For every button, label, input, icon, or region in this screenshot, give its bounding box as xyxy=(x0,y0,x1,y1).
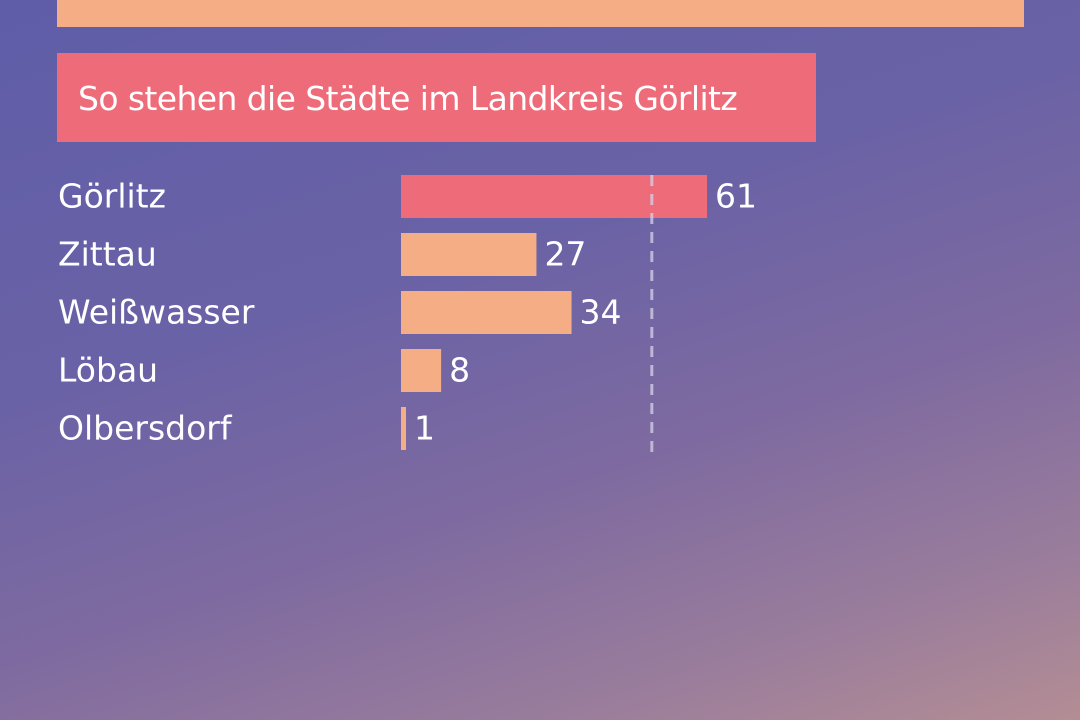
bar-weisswasser xyxy=(401,291,572,334)
category-label-weisswasser: Weißwasser xyxy=(58,293,255,332)
value-label-zittau: 27 xyxy=(544,235,586,274)
top-banner xyxy=(57,0,1024,27)
bar-olbersdorf xyxy=(401,407,407,450)
value-label-weisswasser: 34 xyxy=(580,293,622,332)
category-label-loebau: Löbau xyxy=(58,351,158,390)
chart-title-box: So stehen die Städte im Landkreis Görlit… xyxy=(57,53,816,142)
value-label-loebau: 8 xyxy=(449,351,470,390)
category-label-olbersdorf: Olbersdorf xyxy=(58,409,233,448)
bar-zittau xyxy=(401,233,537,276)
bar-goerlitz xyxy=(401,175,707,218)
bar-loebau xyxy=(401,349,442,392)
chart-title: So stehen die Städte im Landkreis Görlit… xyxy=(78,78,738,118)
category-label-zittau: Zittau xyxy=(58,235,157,274)
category-label-goerlitz: Görlitz xyxy=(58,177,166,216)
value-label-olbersdorf: 1 xyxy=(414,409,435,448)
value-label-goerlitz: 61 xyxy=(715,177,757,216)
